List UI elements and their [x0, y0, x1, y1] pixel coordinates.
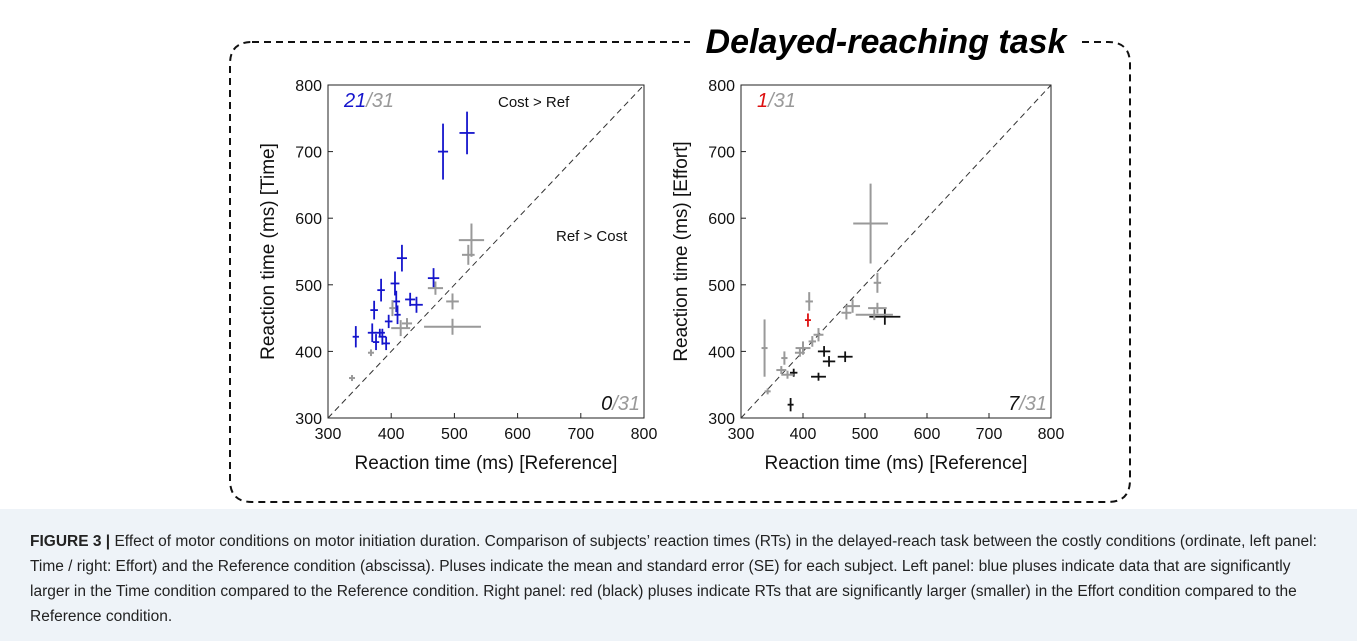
data-point-plus [781, 370, 794, 379]
data-point-plus [396, 244, 407, 272]
figure-caption: FIGURE 3 | Effect of motor conditions on… [0, 509, 1357, 641]
y-tick-label: 400 [708, 344, 735, 361]
data-point-plus [372, 334, 380, 351]
data-point-plus [804, 313, 811, 327]
identity-line [327, 84, 645, 419]
x-tick-label: 800 [631, 426, 658, 443]
data-point-plus [405, 292, 416, 307]
caption-label: FIGURE 3 | [30, 533, 111, 550]
data-point-plus [853, 183, 888, 264]
data-point-plus [437, 123, 449, 180]
data-point-plus [845, 299, 861, 313]
data-point-plus [424, 318, 481, 335]
data-point-plus [367, 349, 374, 357]
data-point-plus [427, 268, 440, 289]
annotation-label: Cost > Ref [498, 94, 570, 111]
axes-box [740, 84, 1052, 419]
data-point-plus [781, 351, 788, 365]
y-tick-label: 800 [295, 78, 322, 95]
x-tick-label: 400 [378, 426, 405, 443]
x-tick-label: 300 [728, 426, 755, 443]
data-point-plus [813, 328, 824, 342]
data-point-plus [392, 290, 401, 313]
count-top-label: 1/31 [757, 90, 796, 112]
x-tick-label: 600 [504, 426, 531, 443]
data-point-plus [459, 111, 475, 155]
data-point-plus [787, 398, 794, 412]
data-point-plus [374, 328, 385, 337]
data-point-plus [841, 306, 852, 320]
data-point-plus [390, 271, 400, 296]
data-point-plus [855, 309, 893, 321]
axes-box [327, 84, 645, 419]
y-tick-label: 300 [708, 411, 735, 428]
data-point-plus [377, 278, 385, 302]
data-point-plus [811, 372, 826, 381]
annotation-label: Ref > Cost [556, 228, 628, 245]
data-point-plus [349, 375, 356, 382]
data-point-plus [808, 336, 817, 347]
y-axis-label: Reaction time (ms) [Effort] [671, 141, 692, 361]
data-point-plus [458, 223, 485, 257]
data-point-plus [410, 296, 423, 313]
x-tick-label: 600 [914, 426, 941, 443]
y-tick-label: 600 [708, 211, 735, 228]
task-title: Delayed-reaching task [706, 23, 1069, 61]
y-tick-label: 700 [295, 145, 322, 162]
count-top-label: 21/31 [343, 90, 394, 112]
y-tick-label: 800 [708, 78, 735, 95]
count-bottom-label: 7/31 [1008, 393, 1047, 415]
data-point-plus [370, 300, 378, 320]
data-point-plus [394, 305, 401, 325]
data-point-plus [805, 292, 813, 311]
data-point-plus [837, 351, 853, 363]
data-point-plus [794, 348, 805, 357]
data-point-plus [384, 314, 393, 329]
x-tick-label: 500 [852, 426, 879, 443]
data-point-plus [817, 346, 831, 357]
data-point-plus [461, 244, 475, 265]
left-panel-time: 300 400 500 600 700 800 300 400 500 600 700 800 Reac… [258, 78, 657, 474]
x-axis-label: Reaction time (ms) [Reference] [355, 453, 618, 474]
x-tick-label: 300 [315, 426, 342, 443]
x-tick-label: 700 [976, 426, 1003, 443]
data-point-plus [401, 318, 413, 329]
data-point-plus [446, 293, 459, 310]
data-point-plus [873, 272, 882, 293]
data-point-plus [389, 300, 396, 317]
y-tick-label: 700 [708, 145, 735, 162]
x-tick-label: 500 [441, 426, 468, 443]
y-tick-label: 600 [295, 211, 322, 228]
x-axis-label: Reaction time (ms) [Reference] [765, 453, 1028, 474]
identity-line [740, 84, 1052, 419]
data-point-plus [427, 281, 444, 295]
data-point-plus [352, 326, 359, 348]
count-bottom-label: 0/31 [601, 393, 640, 415]
data-point-plus [382, 336, 390, 351]
y-tick-label: 300 [295, 411, 322, 428]
task-frame-border [229, 41, 1131, 503]
data-point-plus [822, 356, 836, 367]
y-axis-label: Reaction time (ms) [Time] [258, 143, 279, 360]
data-point-plus [761, 319, 768, 377]
data-point-plus [868, 302, 887, 314]
x-tick-label: 400 [790, 426, 817, 443]
x-tick-label: 700 [567, 426, 594, 443]
y-tick-label: 400 [295, 344, 322, 361]
caption-text: Effect of motor conditions on motor init… [30, 533, 1317, 625]
y-tick-label: 500 [708, 278, 735, 295]
right-panel-effort: 300 400 500 600 700 800 300 400 500 600 700 800 Reac… [671, 78, 1064, 474]
y-tick-label: 500 [295, 278, 322, 295]
data-point-plus [764, 388, 771, 395]
x-tick-label: 800 [1038, 426, 1065, 443]
data-point-plus [776, 366, 787, 375]
